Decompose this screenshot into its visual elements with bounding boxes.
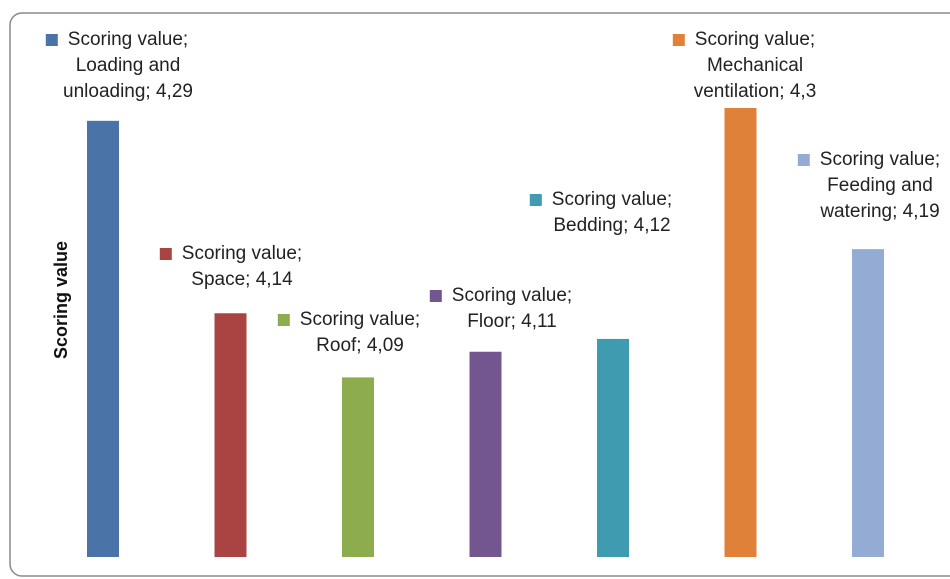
data-label: Scoring value; Floor; 4,11 xyxy=(452,285,572,332)
legend-marker xyxy=(159,248,172,260)
data-label: Scoring value; Mechanical ventilation; 4,3 xyxy=(694,29,817,102)
legend-marker xyxy=(672,34,685,46)
data-label: Scoring value; Feeding and watering; 4,19 xyxy=(819,149,940,222)
bar xyxy=(852,249,884,557)
bar xyxy=(469,351,502,557)
legend-marker xyxy=(45,34,58,46)
y-axis-title: Scoring value xyxy=(51,241,71,359)
bar xyxy=(214,313,247,557)
bar xyxy=(87,120,119,557)
bar xyxy=(342,377,374,557)
legend-marker xyxy=(277,314,290,326)
data-label: Scoring value; Bedding; 4,12 xyxy=(552,189,672,236)
bar xyxy=(724,108,757,557)
data-label: Scoring value; Space; 4,14 xyxy=(182,243,302,290)
legend-marker xyxy=(429,290,442,302)
bar xyxy=(597,338,629,557)
legend-marker xyxy=(529,194,542,206)
data-label: Scoring value; Loading and unloading; 4,29 xyxy=(63,29,193,102)
legend-marker xyxy=(797,154,810,166)
data-label: Scoring value; Roof; 4,09 xyxy=(300,309,420,356)
